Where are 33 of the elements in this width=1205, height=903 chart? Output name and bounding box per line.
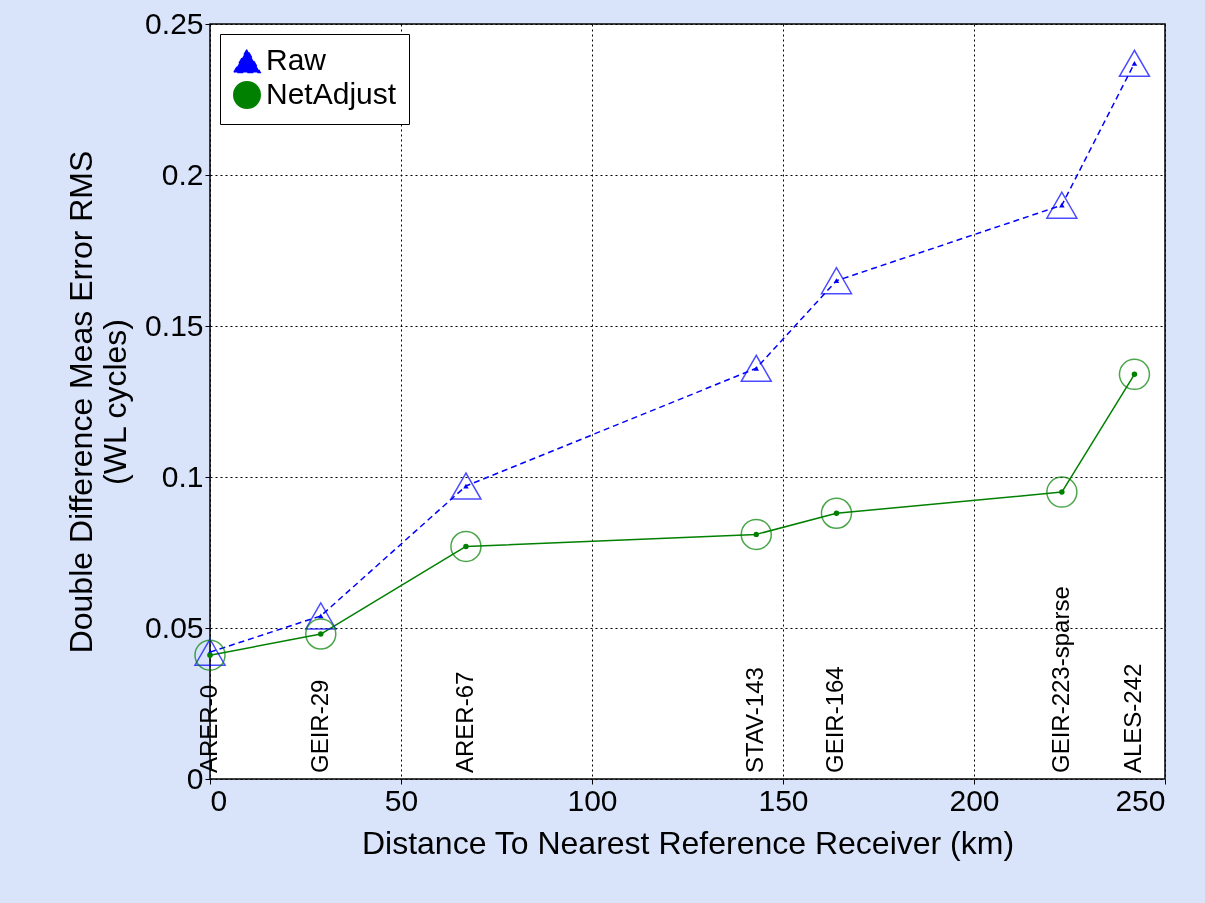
point bbox=[820, 266, 853, 295]
point bbox=[1118, 358, 1151, 391]
annotation: ARER-67 bbox=[450, 671, 478, 773]
x-tick-label: 200 bbox=[949, 783, 1000, 817]
annotation: GEIR-29 bbox=[305, 679, 333, 773]
y-tick-label: 0.05 bbox=[145, 610, 204, 644]
annotation: STAV-143 bbox=[741, 667, 769, 773]
point bbox=[305, 618, 337, 650]
annotation: GEIR-223-sparse bbox=[1046, 586, 1074, 773]
point bbox=[450, 472, 482, 500]
point bbox=[740, 518, 773, 551]
y-tick-label: 0.2 bbox=[161, 157, 204, 191]
y-tick-label: 0.25 bbox=[145, 6, 204, 40]
y-tick-label: 0.15 bbox=[145, 308, 204, 342]
x-tick-label: 250 bbox=[1115, 783, 1166, 817]
x-axis-title: Distance To Nearest Reference Receiver (km) bbox=[361, 824, 1015, 861]
point bbox=[740, 354, 773, 383]
annotation: GEIR-164 bbox=[821, 666, 849, 773]
point bbox=[1046, 476, 1078, 508]
x-tick-label: 0 bbox=[210, 783, 228, 817]
legend-label: NetAdjust bbox=[266, 77, 397, 110]
point bbox=[450, 530, 482, 563]
x-tick-label: 50 bbox=[384, 783, 419, 817]
point bbox=[1046, 191, 1078, 219]
point bbox=[305, 602, 337, 630]
point bbox=[1118, 49, 1151, 77]
point bbox=[820, 497, 853, 529]
legend-label: Raw bbox=[266, 43, 327, 76]
y-axis-title: Double Difference Meas Error RMS (WL cycles) bbox=[63, 150, 134, 654]
y-tick-label: 0.1 bbox=[161, 459, 204, 493]
annotation: ALES-242 bbox=[1119, 663, 1147, 773]
x-tick-label: 100 bbox=[567, 783, 618, 817]
x-tick-label: 150 bbox=[758, 783, 809, 817]
